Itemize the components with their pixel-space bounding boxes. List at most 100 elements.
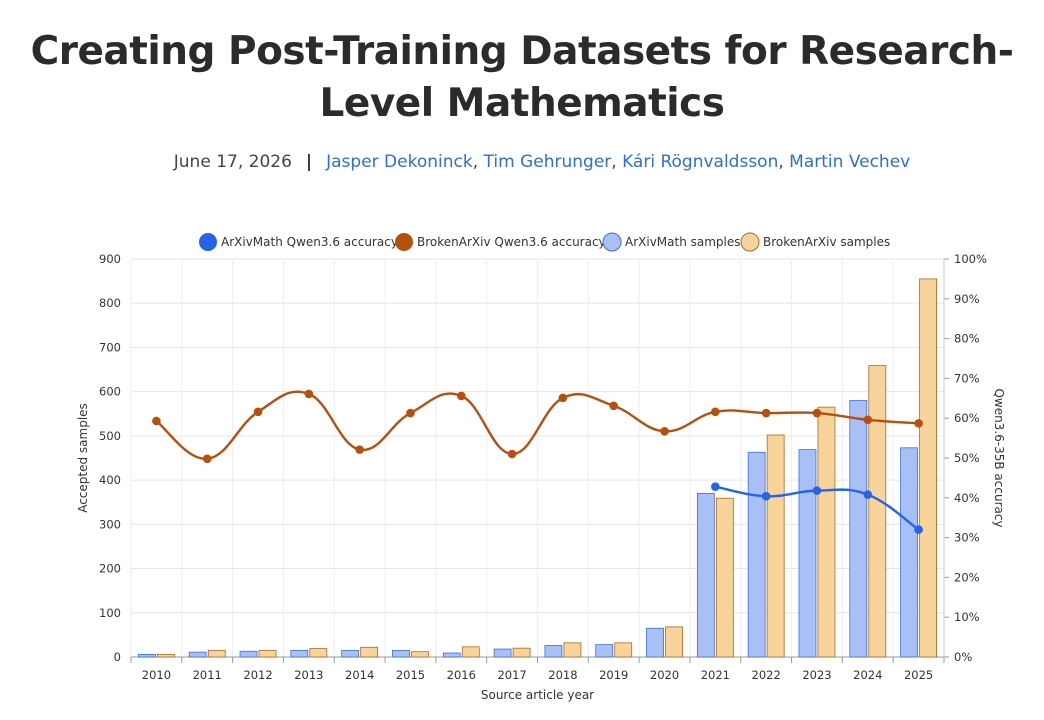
point-brokenarxiv-accuracy — [812, 408, 822, 418]
author-link-2[interactable]: Tim Gehrunger — [483, 152, 612, 172]
x-tick-label: 2017 — [497, 668, 526, 682]
y-tick-label: 0 — [114, 650, 121, 664]
point-brokenarxiv-accuracy — [558, 393, 568, 403]
point-arxivmath-accuracy — [863, 490, 873, 499]
y2-tick-label: 90% — [954, 292, 980, 306]
bar-brokenarxiv — [258, 649, 277, 658]
legend-brokenarxiv-samples-label[interactable]: BrokenArXiv samples — [763, 235, 890, 249]
y2-tick-label: 80% — [954, 332, 980, 346]
bar-brokenarxiv — [461, 646, 480, 658]
y-tick-label: 300 — [99, 517, 121, 531]
y2-tick-label: 10% — [954, 610, 980, 624]
legend-arxivmath-samples-label[interactable]: ArXivMath samples — [625, 235, 741, 249]
x-axis-label: Source article year — [481, 688, 594, 702]
bar-brokenarxiv — [157, 653, 175, 658]
point-arxivmath-accuracy — [761, 491, 771, 501]
bar-brokenarxiv — [614, 642, 633, 658]
bar-arxivmath — [595, 644, 614, 658]
y-tick-label: 400 — [99, 473, 121, 487]
y2-tick-label: 20% — [954, 570, 980, 584]
y2-tick-label: 70% — [954, 371, 980, 385]
x-tick-label: 2011 — [193, 668, 222, 682]
y-tick-label: 200 — [99, 562, 121, 576]
x-tick-label: 2022 — [752, 668, 781, 682]
point-brokenarxiv-accuracy — [863, 415, 873, 425]
y2-axis-label: Qwen3.6-35B accuracy — [992, 388, 1006, 527]
x-tick-label: 2025 — [904, 668, 933, 682]
author-link-1[interactable]: Jasper Dekoninck — [326, 152, 473, 172]
y2-tick-label: 100% — [954, 252, 987, 266]
point-brokenarxiv-accuracy — [914, 419, 923, 428]
bar-arxivmath — [392, 649, 410, 658]
bar-arxivmath — [798, 449, 817, 658]
x-tick-label: 2010 — [142, 668, 171, 682]
author-comma: , — [472, 152, 484, 172]
legend-arxivmath-samples-swatch[interactable] — [602, 232, 622, 252]
article-meta: June 17, 2026 | Jasper Dekoninck, Tim Gehr… — [0, 152, 1044, 172]
meta-separator: | — [305, 152, 313, 172]
x-tick-label: 2013 — [294, 668, 323, 682]
point-brokenarxiv-accuracy — [202, 454, 212, 464]
x-tick-label: 2018 — [548, 668, 577, 682]
point-brokenarxiv-accuracy — [609, 401, 619, 411]
chart: 0 100 200 300 400 500 600 700 800 900 0% 10% 20% 30% 4… — [76, 232, 1006, 702]
author-comma: , — [611, 152, 623, 172]
author-comma: , — [778, 152, 790, 172]
point-brokenarxiv-accuracy — [711, 407, 720, 417]
bar-arxivmath — [747, 451, 766, 658]
y-tick-label: 100 — [99, 606, 121, 620]
point-brokenarxiv-accuracy — [304, 389, 314, 399]
y2-tick-label: 50% — [954, 451, 980, 465]
bar-arxivmath — [493, 648, 512, 658]
bar-brokenarxiv — [563, 642, 582, 658]
legend-brokenarxiv-samples-swatch[interactable] — [740, 232, 760, 252]
bar-brokenarxiv — [411, 651, 429, 658]
x-tick-label: 2024 — [853, 668, 882, 682]
point-brokenarxiv-accuracy — [761, 408, 771, 418]
legend-arxivmath-accuracy-swatch[interactable] — [199, 233, 217, 251]
point-arxivmath-accuracy — [812, 486, 822, 495]
y2-tick-label: 0% — [954, 650, 972, 664]
point-brokenarxiv-accuracy — [456, 391, 466, 401]
title-line-2: Level Mathematics — [319, 81, 725, 126]
bar-brokenarxiv — [360, 646, 379, 658]
legend-arxivmath-accuracy-label[interactable]: ArXivMath Qwen3.6 accuracy — [221, 235, 398, 249]
x-tick-label: 2021 — [701, 668, 730, 682]
bar-arxivmath — [900, 447, 918, 658]
bar-arxivmath — [646, 627, 664, 658]
legend-brokenarxiv-accuracy-swatch[interactable] — [395, 233, 413, 251]
point-brokenarxiv-accuracy — [406, 408, 415, 418]
line-brokenarxiv-accuracy — [155, 390, 919, 460]
bar-arxivmath — [696, 492, 715, 658]
y-tick-label: 900 — [99, 252, 121, 266]
page-title: Creating Post-Training Datasets for Rese… — [0, 26, 1044, 130]
x-tick-label: 2020 — [650, 668, 679, 682]
y-tick-label: 500 — [99, 429, 121, 443]
y-axis-label: Accepted samples — [76, 403, 90, 513]
y-tick-label: 600 — [99, 385, 121, 399]
bar-arxivmath — [442, 652, 461, 658]
y2-tick-label: 40% — [954, 491, 980, 505]
legend-brokenarxiv-accuracy-label[interactable]: BrokenArXiv Qwen3.6 accuracy — [417, 235, 606, 249]
author-link-4[interactable]: Martin Vechev — [789, 152, 911, 172]
bar-arxivmath — [290, 649, 309, 658]
y-tick-label: 700 — [99, 340, 121, 354]
bar-brokenarxiv — [309, 648, 328, 658]
bar-brokenarxiv — [919, 278, 937, 658]
bar-arxivmath — [849, 400, 868, 658]
bar-brokenarxiv — [207, 649, 226, 658]
x-tick-label: 2015 — [396, 668, 425, 682]
point-arxivmath-accuracy — [711, 482, 720, 491]
bar-arxivmath — [188, 651, 207, 658]
bar-brokenarxiv — [715, 497, 734, 658]
bar-arxivmath — [138, 653, 156, 658]
bar-arxivmath — [341, 649, 360, 658]
bar-brokenarxiv — [766, 434, 785, 658]
y2-tick-label: 30% — [954, 531, 980, 545]
bar-arxivmath — [544, 645, 563, 658]
author-link-3[interactable]: Kári Rögnvaldsson — [622, 152, 779, 172]
bar-brokenarxiv — [817, 406, 836, 658]
bar-brokenarxiv — [665, 626, 683, 658]
point-brokenarxiv-accuracy — [253, 407, 263, 417]
y-tick-label: 800 — [99, 296, 121, 310]
